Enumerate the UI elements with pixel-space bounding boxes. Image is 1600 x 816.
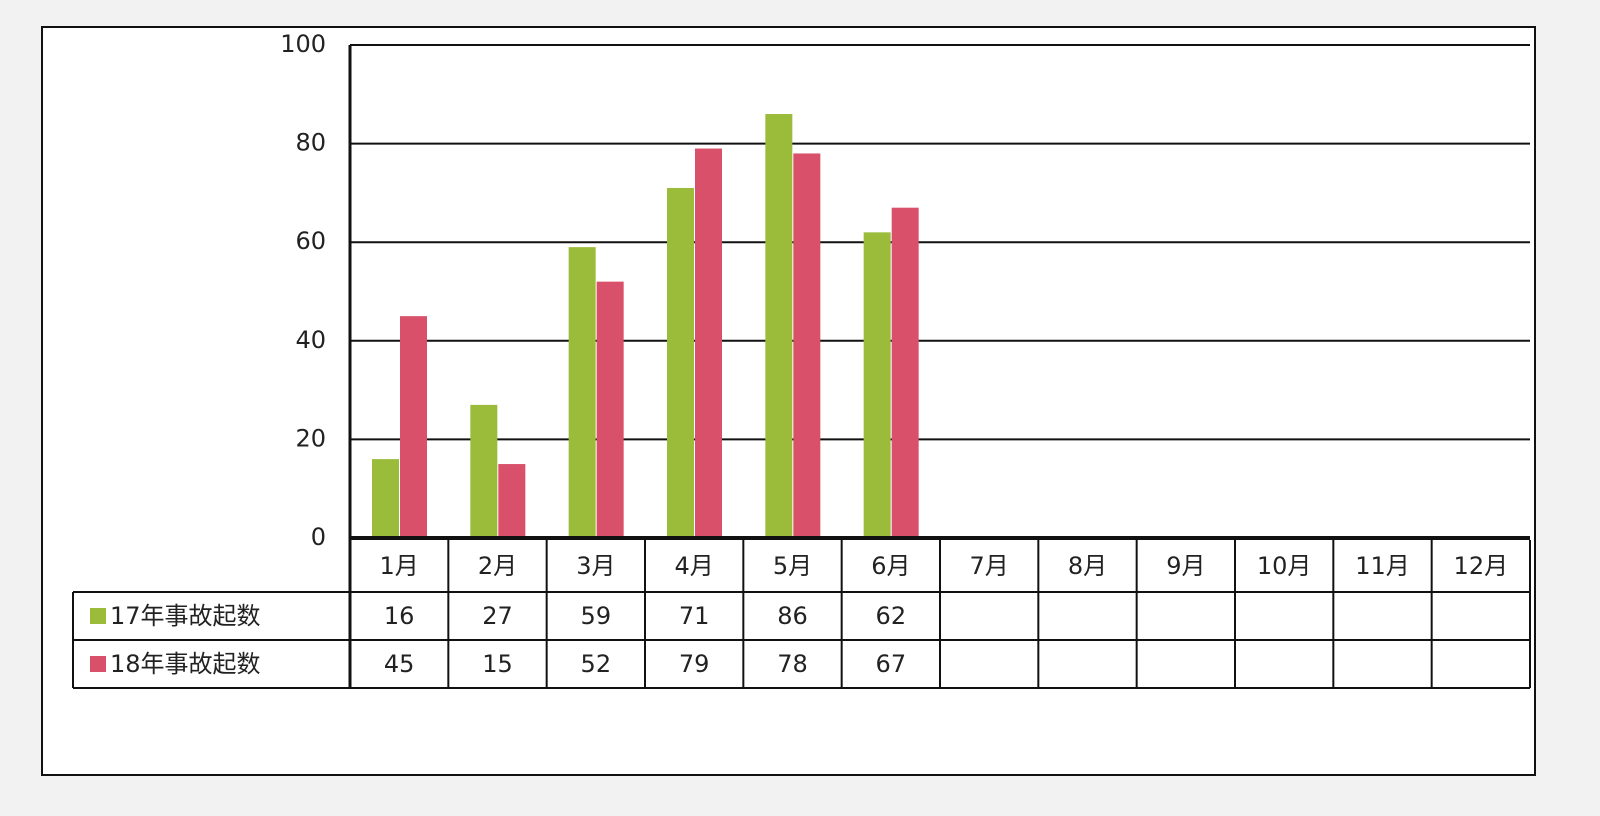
table-value: 45 (384, 650, 415, 678)
bar (863, 232, 891, 538)
y-tick-label: 80 (295, 129, 326, 157)
x-tick-label: 9月 (1166, 552, 1205, 580)
x-tick-label: 6月 (871, 552, 910, 580)
x-tick-label: 11月 (1355, 552, 1410, 580)
x-tick-label: 8月 (1068, 552, 1107, 580)
y-tick-label: 100 (280, 30, 326, 58)
table-value: 79 (679, 650, 710, 678)
legend-swatch (90, 656, 106, 672)
legend-label: 17年事故起数 (110, 602, 261, 630)
table-value: 52 (581, 650, 612, 678)
bar (568, 247, 596, 538)
table-value: 78 (777, 650, 808, 678)
table-value: 71 (679, 602, 710, 630)
x-tick-label: 10月 (1257, 552, 1312, 580)
x-tick-label: 2月 (478, 552, 517, 580)
table-value: 27 (482, 602, 513, 630)
y-tick-label: 0 (311, 523, 326, 551)
x-tick-label: 7月 (970, 552, 1009, 580)
bar (891, 207, 919, 538)
x-tick-label: 5月 (773, 552, 812, 580)
x-tick-label: 4月 (675, 552, 714, 580)
legend-label: 18年事故起数 (110, 650, 261, 678)
bar (372, 459, 399, 538)
bar (498, 464, 526, 538)
bar (596, 281, 624, 538)
x-tick-label: 1月 (380, 552, 419, 580)
table-value: 16 (384, 602, 415, 630)
x-tick-label: 12月 (1454, 552, 1509, 580)
bar (400, 316, 427, 538)
table-value: 86 (777, 602, 808, 630)
table-value: 67 (876, 650, 907, 678)
bar (667, 187, 694, 538)
table-value: 59 (581, 602, 612, 630)
bar (695, 148, 722, 538)
table-value: 62 (876, 602, 907, 630)
table-value: 15 (482, 650, 513, 678)
bar (470, 404, 498, 538)
bar (765, 114, 793, 539)
y-tick-label: 40 (295, 326, 326, 354)
y-tick-label: 20 (295, 424, 326, 452)
y-tick-label: 60 (295, 227, 326, 255)
bar (793, 153, 821, 538)
x-tick-label: 3月 (576, 552, 615, 580)
legend-swatch (90, 608, 106, 624)
